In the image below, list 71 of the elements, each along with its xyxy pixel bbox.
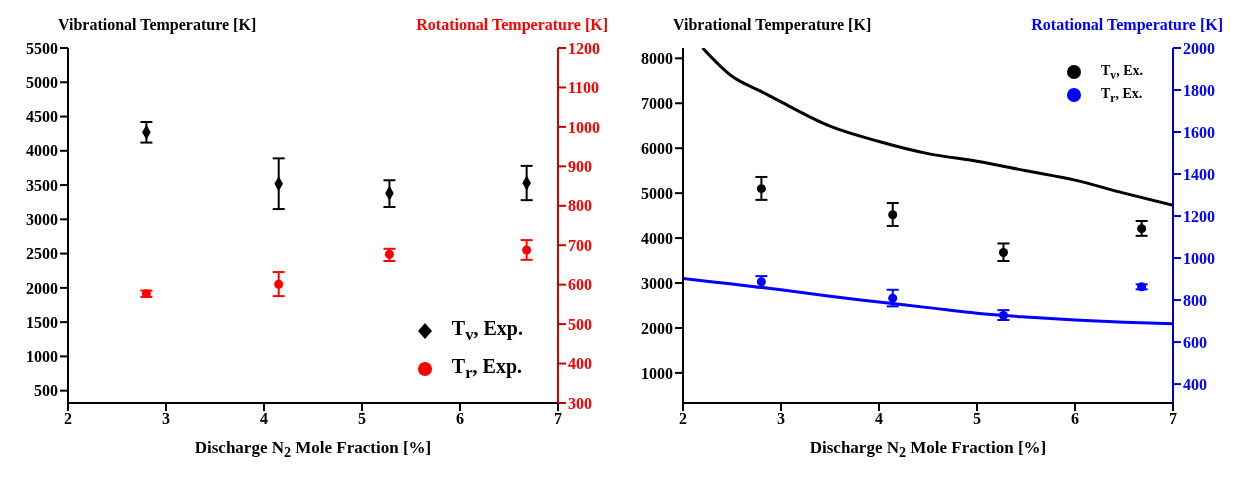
x-tick-label: 4 (875, 410, 883, 428)
y-tick-label: 5500 (26, 39, 58, 57)
y-tick-label: 2000 (641, 319, 673, 337)
x-tick-label: 3 (777, 410, 785, 428)
y-tick-label: 500 (34, 382, 58, 400)
y2-tick-label: 1000 (568, 118, 600, 136)
x-tick-label: 5 (358, 410, 366, 428)
y2-tick-label: 1600 (1183, 123, 1215, 141)
point (1137, 224, 1147, 234)
y-tick-label: 1000 (641, 364, 673, 382)
x-axis-title: Discharge N$_{2}$ Mole Fraction [%] (808, 438, 1048, 462)
legend-label: T$_{v}$, Ex. (1100, 63, 1143, 82)
line-series (701, 48, 1173, 207)
y2-tick-label: 1800 (1183, 81, 1215, 99)
legend-label: T$_{v}$, Exp. (451, 317, 523, 345)
x-axis-title: Discharge N$_{2}$ Mole Fraction [%] (193, 438, 433, 462)
y2-tick-label: 1100 (568, 79, 600, 97)
y2-tick-label: 600 (1183, 333, 1207, 351)
y-tick-label: 3000 (26, 211, 58, 229)
y-tick-label: 4000 (641, 229, 673, 247)
y2-tick-label: 1200 (1183, 207, 1215, 225)
x-tick-label: 6 (1071, 410, 1079, 428)
x-tick-label: 2 (679, 410, 687, 428)
y-tick-label: 1500 (26, 313, 58, 331)
x-tick-label: 3 (162, 410, 170, 428)
y-tick-label: 3000 (641, 274, 673, 292)
x-tick-label: 7 (554, 410, 562, 428)
x-tick-label: 2 (64, 410, 72, 428)
point (998, 247, 1008, 257)
y2-tick-label: 1000 (1183, 249, 1215, 267)
y-tick-label: 1000 (26, 348, 58, 366)
y2-tick-label: 600 (568, 276, 592, 294)
y2-axis-title: Rotational Temperature [K] (1031, 16, 1223, 34)
y-tick-label: 7000 (641, 94, 673, 112)
y2-tick-label: 300 (568, 394, 592, 412)
y-axis-title: Vibrational Temperature [K] (673, 16, 872, 34)
y-tick-label: 2000 (26, 279, 58, 297)
point (141, 289, 151, 299)
y2-tick-label: 500 (568, 315, 592, 333)
y-tick-label: 6000 (641, 139, 673, 157)
y2-tick-label: 1200 (568, 39, 600, 57)
x-tick-label: 5 (973, 410, 981, 428)
y2-tick-label: 2000 (1183, 39, 1215, 57)
x-tick-label: 4 (260, 410, 268, 428)
y2-tick-label: 700 (568, 236, 592, 254)
y2-tick-label: 400 (1183, 375, 1207, 393)
point (522, 245, 532, 255)
y-tick-label: 8000 (641, 50, 673, 68)
y-axis-title: Vibrational Temperature [K] (58, 16, 257, 34)
y-tick-label: 4500 (26, 108, 58, 126)
y2-tick-label: 800 (568, 197, 592, 215)
legend-label: T$_{r}$, Ex. (1100, 85, 1143, 105)
point (1137, 282, 1147, 292)
point (888, 293, 898, 303)
y2-tick-label: 900 (568, 158, 592, 176)
line-series (683, 276, 1173, 326)
legend-label: T$_{r}$, Exp. (451, 355, 523, 383)
y-tick-label: 4000 (26, 142, 58, 160)
y-tick-label: 3500 (26, 176, 58, 194)
x-tick-label: 6 (456, 410, 464, 428)
y2-tick-label: 1400 (1183, 165, 1215, 183)
point (274, 279, 284, 289)
point (888, 210, 898, 220)
y2-axis-title: Rotational Temperature [K] (416, 16, 608, 34)
point (756, 184, 766, 194)
y-tick-label: 5000 (641, 184, 673, 202)
y-tick-label: 5000 (26, 73, 58, 91)
y-tick-label: 2500 (26, 245, 58, 263)
y2-tick-label: 800 (1183, 291, 1207, 309)
y2-tick-label: 400 (568, 355, 592, 373)
x-tick-label: 7 (1169, 410, 1177, 428)
